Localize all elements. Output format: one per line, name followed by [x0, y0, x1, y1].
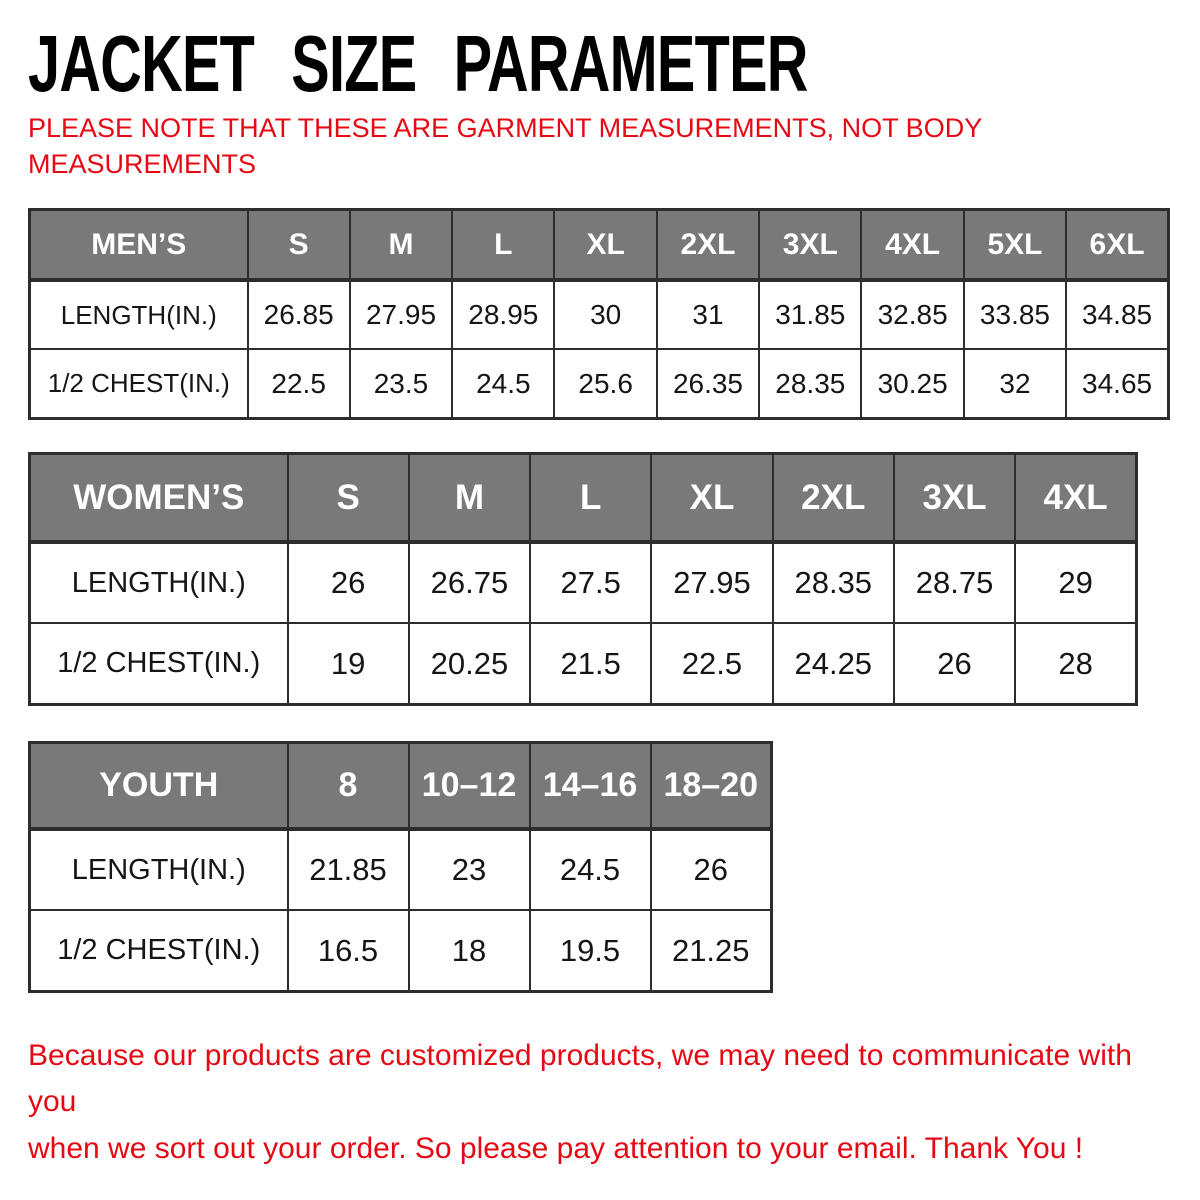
measurement-value: 26.85	[246, 279, 351, 351]
size-column-header: 8	[286, 741, 410, 832]
measurement-value: 25.6	[553, 348, 658, 420]
measurement-value: 26	[649, 828, 773, 912]
womens-size-table: WOMEN’S S M L XL 2XL 3XL 4XL LENGTH(IN.) 26 26.75 2…	[28, 451, 1138, 706]
size-column-header: 3XL	[758, 208, 863, 283]
measurement-row: 1/2 CHEST(IN.) 16.5 18 19.5 21.25	[28, 909, 773, 993]
measurement-value: 19	[286, 622, 410, 706]
measurement-value: 26.75	[407, 541, 532, 625]
size-column-header: 5XL	[962, 208, 1068, 283]
table-title-cell: MEN’S	[28, 208, 249, 283]
size-column-header: 2XL	[771, 452, 895, 545]
measurement-value: 21.25	[649, 909, 773, 993]
size-column-header: 2XL	[655, 208, 761, 283]
measurement-value: 34.65	[1065, 348, 1170, 420]
measurement-value: 26.35	[655, 348, 761, 420]
measurement-value: 31	[655, 279, 761, 351]
measurement-value: 21.85	[286, 828, 410, 912]
youth-size-table: YOUTH 8 10–12 14–16 18–20 LENGTH(IN.) 21.85 23 2…	[28, 740, 773, 993]
size-column-header: 4XL	[1014, 452, 1138, 545]
measurement-value: 28.95	[451, 279, 556, 351]
measurement-value: 27.95	[348, 279, 454, 351]
measurement-value: 32.85	[860, 279, 965, 351]
row-label: 1/2 CHEST(IN.)	[28, 909, 289, 993]
measurement-value: 24.25	[771, 622, 895, 706]
measurement-row: 1/2 CHEST(IN.) 19 20.25 21.5 22.5 24.25 26 28	[28, 622, 1138, 706]
row-label: LENGTH(IN.)	[28, 279, 249, 351]
header-row: YOUTH 8 10–12 14–16 18–20	[28, 741, 773, 832]
row-label: 1/2 CHEST(IN.)	[28, 622, 289, 706]
size-column-header: 14–16	[528, 741, 652, 832]
size-column-header: 6XL	[1065, 208, 1170, 283]
measurement-row: 1/2 CHEST(IN.) 22.5 23.5 24.5 25.6 26.35 28.35…	[28, 348, 1170, 420]
table-title-cell: WOMEN’S	[28, 452, 289, 545]
row-label: LENGTH(IN.)	[28, 828, 289, 912]
note-line-1: PLEASE NOTE THAT THESE ARE GARMENT MEASU…	[28, 113, 983, 143]
table-title-cell: YOUTH	[28, 741, 289, 832]
size-column-header: XL	[553, 208, 658, 283]
size-column-header: 4XL	[860, 208, 965, 283]
size-column-header: 10–12	[407, 741, 531, 832]
size-column-header: 3XL	[892, 452, 1017, 545]
size-column-header: L	[451, 208, 556, 283]
size-column-header: M	[407, 452, 532, 545]
measurement-value: 21.5	[529, 622, 653, 706]
measurement-value: 16.5	[286, 909, 410, 993]
measurement-value: 20.25	[407, 622, 532, 706]
measurement-value: 34.85	[1065, 279, 1170, 351]
measurement-value: 23.5	[348, 348, 454, 420]
measurement-value: 28.35	[771, 541, 895, 625]
measurement-value: 19.5	[528, 909, 652, 993]
size-column-header: XL	[650, 452, 774, 545]
measurement-value: 22.5	[650, 622, 774, 706]
measurement-value: 28.75	[892, 541, 1017, 625]
measurement-value: 31.85	[758, 279, 863, 351]
measurement-value: 27.5	[529, 541, 653, 625]
row-label: LENGTH(IN.)	[28, 541, 289, 625]
measurement-row: LENGTH(IN.) 26.85 27.95 28.95 30 31 31.85 32.85…	[28, 279, 1170, 351]
mens-size-table: MEN’S S M L XL 2XL 3XL 4XL 5XL 6XL LENGTH(IN.) 26.8…	[28, 207, 1170, 420]
measurement-value: 18	[407, 909, 531, 993]
header-row: WOMEN’S S M L XL 2XL 3XL 4XL	[28, 452, 1138, 545]
size-column-header: S	[246, 208, 351, 283]
measurement-value: 32	[962, 348, 1068, 420]
measurement-value: 27.95	[650, 541, 774, 625]
size-column-header: M	[348, 208, 454, 283]
communication-note-line-2: when we sort out your order. So please p…	[28, 1131, 1084, 1165]
garment-measurement-note: PLEASE NOTE THAT THESE ARE GARMENT MEASU…	[28, 110, 1172, 183]
measurement-value: 33.85	[962, 279, 1068, 351]
measurement-row: LENGTH(IN.) 21.85 23 24.5 26	[28, 828, 773, 912]
measurement-value: 24.5	[528, 828, 652, 912]
row-label: 1/2 CHEST(IN.)	[28, 348, 249, 420]
size-column-header: S	[286, 452, 410, 545]
measurement-value: 23	[407, 828, 531, 912]
communication-note: Because our products are customized prod…	[28, 1033, 1168, 1173]
measurement-value: 26	[286, 541, 410, 625]
measurement-value: 30.25	[860, 348, 965, 420]
note-line-2: MEASUREMENTS	[28, 149, 257, 180]
size-column-header: L	[529, 452, 653, 545]
measurement-value: 28.35	[758, 348, 863, 420]
measurement-value: 24.5	[451, 348, 556, 420]
page-title: JACKET SIZE PARAMETER	[28, 19, 808, 108]
header-row: MEN’S S M L XL 2XL 3XL 4XL 5XL 6XL	[28, 208, 1170, 283]
measurement-value: 26	[892, 622, 1017, 706]
measurement-value: 30	[553, 279, 658, 351]
measurement-row: LENGTH(IN.) 26 26.75 27.5 27.95 28.35 28.75 29	[28, 541, 1138, 625]
measurement-value: 29	[1014, 541, 1138, 625]
measurement-value: 28	[1014, 622, 1138, 706]
size-column-header: 18–20	[649, 741, 773, 832]
communication-note-line-1: Because our products are customized prod…	[28, 1038, 1132, 1119]
measurement-value: 22.5	[246, 348, 351, 420]
